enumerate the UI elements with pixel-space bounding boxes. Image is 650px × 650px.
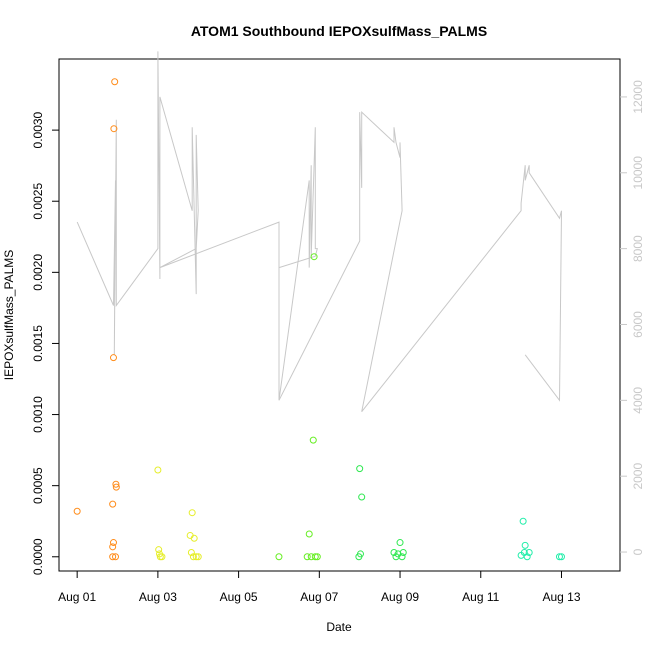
- data-point: [398, 553, 406, 561]
- data-point: [355, 553, 363, 561]
- x-axis: Aug 01 Aug 03 Aug 05 Aug 07 Aug 09 Aug 11 Aug …: [58, 570, 581, 604]
- data-point: [523, 553, 531, 561]
- y2-tick-label: 8000: [631, 235, 645, 262]
- data-point: [109, 354, 117, 362]
- chart-title: ATOM1 Southbound IEPOXsulfMass_PALMS: [191, 23, 487, 39]
- data-point: [109, 539, 117, 547]
- data-point: [519, 517, 527, 525]
- data-point: [110, 125, 118, 133]
- y-tick-label: 0.0005: [31, 467, 45, 504]
- data-point: [309, 436, 317, 444]
- data-point: [396, 539, 404, 547]
- y-axis-right: 0 2000 4000 6000 8000 10000 12000: [620, 80, 645, 555]
- y2-tick-label: 12000: [631, 80, 645, 114]
- data-point: [190, 534, 198, 542]
- data-point: [109, 553, 117, 561]
- y2-tick-label: 4000: [631, 387, 645, 414]
- x-axis-label: Date: [326, 620, 352, 634]
- y2-tick-label: 10000: [631, 156, 645, 190]
- y-tick-label: 0.0025: [31, 183, 45, 220]
- data-point: [111, 78, 119, 86]
- y-axis-left: 0.0000 0.0005 0.0010 0.0015 0.0020 0.0025 0.00…: [31, 111, 59, 575]
- data-point: [112, 480, 120, 488]
- plot-frame: [58, 58, 621, 572]
- data-point: [73, 507, 81, 515]
- data-point: [303, 553, 311, 561]
- data-point: [112, 483, 120, 491]
- data-point: [313, 553, 321, 561]
- data-point: [521, 541, 529, 549]
- x-tick-label: Aug 03: [139, 590, 177, 604]
- x-tick-label: Aug 13: [542, 590, 580, 604]
- data-point: [310, 253, 318, 261]
- y2-tick-label: 2000: [631, 463, 645, 490]
- x-tick-label: Aug 11: [462, 590, 499, 604]
- scatter-points: [73, 78, 565, 561]
- data-point: [188, 509, 196, 517]
- data-point: [399, 549, 407, 557]
- data-point: [557, 553, 565, 561]
- x-tick-label: Aug 09: [381, 590, 419, 604]
- data-point: [311, 553, 319, 561]
- data-point: [555, 553, 563, 561]
- data-point: [109, 500, 117, 508]
- data-point: [390, 549, 398, 557]
- data-point: [155, 546, 163, 554]
- data-point: [358, 493, 366, 501]
- data-point: [154, 466, 162, 474]
- y2-tick-label: 6000: [631, 311, 645, 338]
- data-point: [525, 549, 533, 557]
- y-tick-label: 0.0000: [31, 538, 45, 575]
- data-point: [356, 465, 364, 473]
- data-point: [112, 553, 120, 561]
- data-point: [187, 549, 195, 557]
- data-point: [189, 553, 197, 561]
- y-tick-label: 0.0030: [31, 111, 45, 148]
- data-point: [192, 553, 200, 561]
- y-tick-label: 0.0015: [31, 325, 45, 362]
- x-tick-label: Aug 07: [300, 590, 338, 604]
- right-axis-line-series: [76, 51, 562, 413]
- data-point: [275, 553, 283, 561]
- y-tick-label: 0.0010: [31, 396, 45, 433]
- data-point: [305, 530, 313, 538]
- y2-tick-label: 0: [631, 548, 645, 555]
- y-axis-label: IEPOXsulfMass_PALMS: [2, 250, 16, 381]
- data-point: [109, 543, 117, 551]
- x-tick-label: Aug 05: [220, 590, 258, 604]
- x-tick-label: Aug 01: [58, 590, 96, 604]
- data-point: [158, 553, 166, 561]
- y-tick-label: 0.0020: [31, 254, 45, 291]
- series-line: [76, 51, 562, 413]
- data-point: [194, 553, 202, 561]
